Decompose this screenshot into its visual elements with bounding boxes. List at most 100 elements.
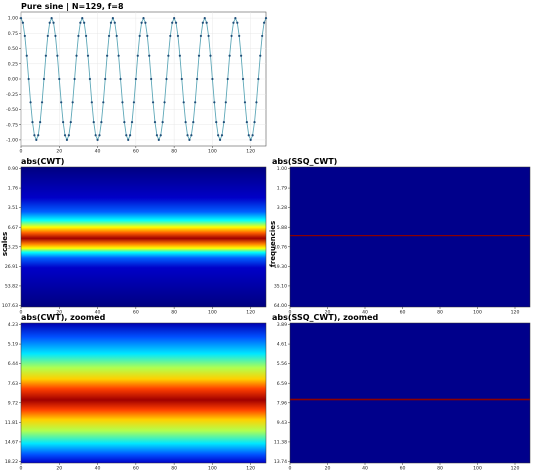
x-tick-label: 60 <box>400 466 406 471</box>
heatmap-field <box>21 323 266 463</box>
y-tick-label: 19.30 <box>274 264 287 270</box>
y-tick-label: -1.00 <box>6 138 18 144</box>
sine-data-point <box>180 77 183 81</box>
x-tick-label: 0 <box>20 466 23 471</box>
x-tick-label: 100 <box>473 466 482 471</box>
sine-data-point <box>203 16 206 20</box>
x-tick-label: 100 <box>208 149 217 155</box>
heatmap-field <box>290 323 530 463</box>
sine-data-point <box>194 101 197 104</box>
x-tick-label: 120 <box>246 310 255 316</box>
heatmap-frame <box>20 166 267 308</box>
sine-data-point <box>107 34 111 38</box>
sine-data-point <box>52 21 55 24</box>
y-tick-label: 10.76 <box>274 244 287 250</box>
sine-data-point <box>211 77 214 81</box>
sine-data-point <box>184 120 187 124</box>
sine-data-point <box>96 138 99 142</box>
y-tick-label: 3.28 <box>277 205 287 211</box>
x-tick-label: 40 <box>362 310 368 316</box>
sine-data-point <box>151 101 155 104</box>
sine-data-point <box>253 120 256 124</box>
sine-data-point <box>159 134 162 137</box>
sine-data-point <box>67 134 70 137</box>
sine-data-point <box>98 134 101 137</box>
sine-data-point <box>161 120 164 124</box>
sine-data-point <box>167 54 170 57</box>
sine-data-point <box>262 21 266 24</box>
y-tick-label: -0.75 <box>6 122 18 128</box>
x-tick-label: 0 <box>289 310 292 316</box>
sine-data-point <box>195 77 199 81</box>
sine-data-point <box>186 134 189 137</box>
x-tick-label: 100 <box>473 310 482 316</box>
sine-data-point <box>136 54 139 57</box>
y-tick-label: 1.76 <box>8 186 18 192</box>
y-tick-label: 5.19 <box>8 342 18 348</box>
sine-data-point <box>54 34 57 38</box>
sine-data-point <box>176 34 180 38</box>
sine-data-point <box>100 120 103 124</box>
sine-data-point <box>60 101 63 104</box>
y-tick-label: -0.25 <box>6 92 18 98</box>
sine-data-point <box>171 21 174 24</box>
sine-data-point <box>192 120 195 124</box>
x-tick-label: 40 <box>362 466 368 471</box>
sine-data-point <box>42 77 46 81</box>
sine-data-point <box>71 101 74 104</box>
sine-data-point <box>140 21 143 24</box>
sine-data-point <box>188 138 191 142</box>
sine-data-point <box>197 54 201 57</box>
x-tick-label: 80 <box>437 310 443 316</box>
sine-data-point <box>56 54 59 57</box>
y-tick-label: 4.61 <box>277 342 287 348</box>
sine-data-point <box>50 16 53 20</box>
x-tick-label: 20 <box>56 149 62 155</box>
y-tick-label: 9.43 <box>277 420 287 426</box>
y-tick-label: 11.81 <box>5 420 18 426</box>
sine-data-point <box>130 120 134 124</box>
y-tick-label: -0.50 <box>6 107 18 113</box>
heatmap-frame <box>20 322 267 464</box>
sine-data-point <box>230 34 233 38</box>
ssq-heatmap: 1.00 1.79 3.28 5.88 10.76 19.30 35.10 64.000 20 4… <box>274 166 531 316</box>
sine-data-point <box>241 77 245 81</box>
sine-data-point <box>217 134 220 137</box>
sine-data-point <box>29 101 32 104</box>
cwt-zoom-title: abs(CWT), zoomed <box>21 313 106 322</box>
heatmap-field <box>290 167 530 307</box>
sine-data-point <box>23 34 26 38</box>
sine-data-point <box>163 101 166 104</box>
ssq-title: abs(SSQ_CWT) <box>272 157 337 166</box>
y-tick-label: 53.82 <box>5 284 18 290</box>
sine-data-point <box>123 120 126 124</box>
sine-data-point <box>109 21 113 24</box>
sine-data-point <box>58 77 61 81</box>
y-tick-label: 0.75 <box>8 31 18 37</box>
sine-data-point <box>115 34 118 38</box>
sine-data-point <box>150 77 153 81</box>
y-tick-label: 7.96 <box>277 400 287 406</box>
cwt-ylabel: scales <box>1 232 9 256</box>
sine-data-point <box>148 54 151 57</box>
heatmap-frame <box>289 166 531 308</box>
sine-data-point <box>199 34 203 38</box>
sine-data-point <box>40 101 44 104</box>
sine-data-point <box>21 21 25 24</box>
sine-data-point <box>146 34 149 38</box>
sine-data-point <box>255 101 258 104</box>
sine-data-point <box>207 34 210 38</box>
sine-data-point <box>153 120 157 124</box>
sine-data-point <box>134 77 137 81</box>
sine-data-point <box>129 134 132 137</box>
sine-data-point <box>117 54 120 57</box>
y-tick-label: 11.38 <box>274 440 287 446</box>
sine-data-point <box>251 134 254 137</box>
sine-data-point <box>84 34 88 38</box>
ssq-zoom-title: abs(SSQ_CWT), zoomed <box>272 313 379 322</box>
sine-data-point <box>182 101 185 104</box>
ssq-peak-line <box>290 235 530 237</box>
sine-data-point <box>174 21 178 24</box>
heatmap-frame <box>289 322 531 464</box>
